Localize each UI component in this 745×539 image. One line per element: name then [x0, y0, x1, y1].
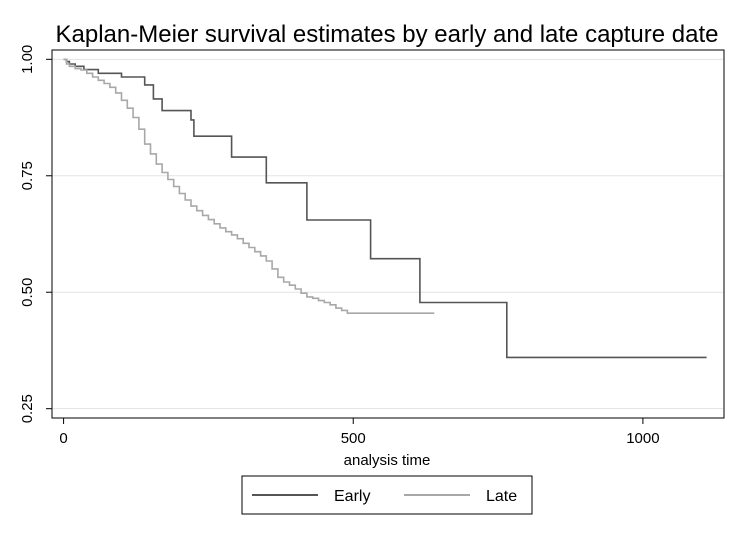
- chart-title: Kaplan-Meier survival estimates by early…: [56, 21, 719, 48]
- y-axis: 0.25 0.50 0.75 1.00: [19, 45, 52, 423]
- x-tick-label-0: 0: [59, 430, 67, 447]
- y-tick-label-0: 0.25: [19, 394, 36, 423]
- series-line-late: [63, 58, 435, 314]
- x-tick-label-1: 500: [341, 430, 366, 447]
- y-tick-label-3: 1.00: [19, 45, 36, 74]
- legend: Early Late: [241, 475, 533, 515]
- x-tick-label-2: 1000: [626, 430, 659, 447]
- x-axis: 0 500 1000: [59, 418, 660, 447]
- y-tick-label-2: 0.75: [19, 161, 36, 190]
- series-layer: [63, 58, 707, 359]
- grid-lines: [53, 58, 723, 410]
- legend-label-late: Late: [486, 488, 517, 505]
- y-tick-label-1: 0.50: [19, 278, 36, 307]
- plot-frame: [51, 49, 725, 419]
- legend-label-early: Early: [334, 488, 370, 505]
- x-axis-label: analysis time: [344, 452, 431, 469]
